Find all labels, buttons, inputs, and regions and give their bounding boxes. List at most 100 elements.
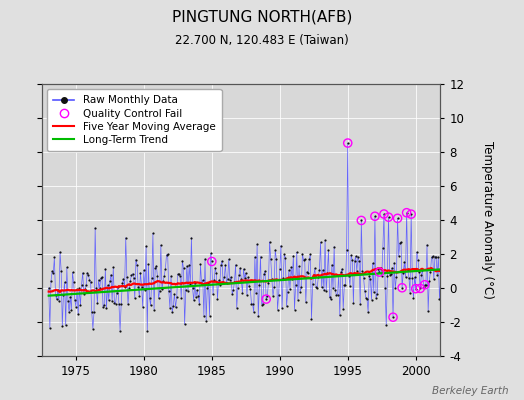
Point [338,266,346,272]
Point [227,274,235,280]
Point [391,285,399,292]
Point [169,302,178,309]
Point [114,284,122,290]
Point [52,296,61,303]
Point [332,292,341,298]
Point [299,257,308,264]
Point [367,296,376,303]
Point [67,307,75,313]
Point [99,304,107,310]
Point [333,292,342,298]
Point [81,286,89,292]
Point [259,300,267,307]
Point [300,256,309,262]
Point [129,274,138,281]
Point [415,268,423,275]
Point [337,269,345,276]
Point [352,253,360,260]
Point [423,242,431,248]
Point [138,304,147,310]
Point [394,215,402,222]
Point [200,312,208,319]
Point [228,291,236,297]
Point [274,306,282,313]
Point [209,291,217,298]
Point [226,276,234,283]
Point [79,270,87,276]
Point [359,275,368,282]
Point [175,271,183,277]
Point [316,239,325,245]
Point [344,140,352,146]
Point [270,284,278,290]
Point [322,288,331,294]
Point [429,253,437,259]
Point [161,266,170,272]
Point [179,265,188,272]
Point [98,274,106,280]
Point [170,291,179,297]
Point [377,272,386,279]
Point [276,266,284,272]
Point [95,285,104,292]
Point [246,286,255,292]
Point [267,256,275,262]
Point [90,309,98,315]
Point [152,262,160,269]
Point [109,264,117,270]
Point [283,289,292,295]
Point [295,263,303,270]
Point [382,322,390,328]
Point [56,249,64,255]
Point [407,211,416,217]
Point [84,271,93,278]
Point [361,288,369,294]
Point [438,254,446,260]
Point [315,266,324,273]
Point [355,258,363,264]
Point [422,282,430,288]
Point [219,279,227,286]
Point [351,258,359,264]
Point [389,314,397,320]
Point [374,266,383,272]
Point [182,287,190,293]
Point [263,292,271,299]
Point [358,268,367,274]
Point [311,265,319,271]
Point [407,211,416,217]
Point [145,295,154,302]
Point [108,298,116,304]
Point [390,260,398,266]
Point [417,272,425,278]
Point [256,253,265,260]
Point [399,270,408,276]
Point [180,321,189,328]
Point [82,282,90,288]
Point [49,270,58,277]
Point [140,267,148,273]
Point [398,284,406,291]
Point [411,286,420,292]
Point [167,273,175,279]
Point [65,309,73,316]
Point [419,284,428,291]
Point [191,280,199,286]
Point [255,282,264,289]
Point [346,282,354,289]
Point [106,278,114,285]
Point [155,295,163,302]
Point [45,285,53,291]
Point [107,271,115,278]
Point [130,295,139,301]
Point [383,273,391,280]
Point [188,285,196,291]
Point [178,258,187,264]
Point [335,312,344,318]
Point [416,285,424,292]
Point [202,318,210,324]
Point [249,309,258,316]
Point [80,290,88,297]
Point [245,282,254,289]
Point [126,278,135,284]
